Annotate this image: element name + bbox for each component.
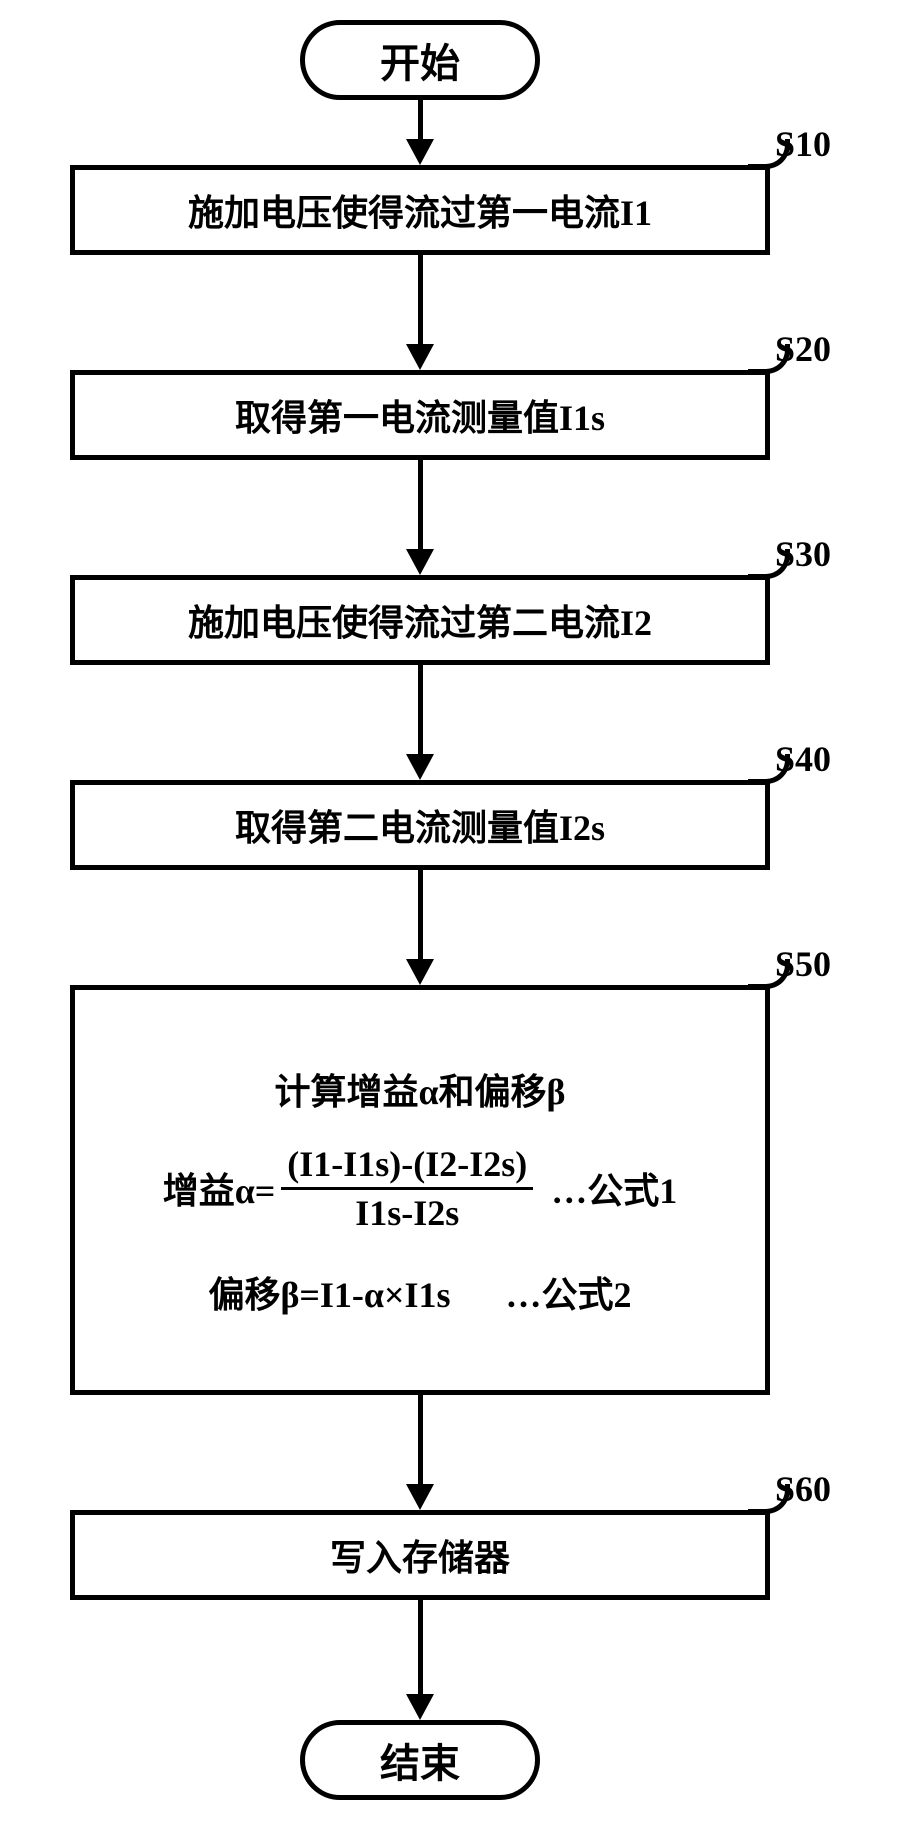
terminal-start: 开始 [300,20,540,100]
process-S40: 取得第二电流测量值I2s [70,780,770,870]
offset-formula: 偏移β=I1-α×I1s …公式2 [83,1266,757,1318]
gain-numerator: (I1-I1s)-(I2-I2s) [281,1143,533,1185]
step-label-S60: S60 [775,1468,831,1510]
arrow-head-icon [406,959,434,985]
step-label-S50: S50 [775,943,831,985]
process-S50: 计算增益α和偏移β 增益α=(I1-I1s)-(I2-I2s) I1s-I2s …公式… [70,985,770,1395]
formula-block: 计算增益α和偏移β 增益α=(I1-I1s)-(I2-I2s) I1s-I2s …公式… [83,1063,757,1318]
step-label-S10: S10 [775,123,831,165]
fraction-line [281,1187,533,1190]
arrow-line [418,1600,423,1696]
arrow-line [418,460,423,551]
arrow-line [418,870,423,961]
process-text-S20: 取得第一电流测量值I1s [235,389,605,441]
step-label-S40: S40 [775,738,831,780]
arrow-head-icon [406,1694,434,1720]
s50-title: 计算增益α和偏移β [274,1063,565,1115]
arrow-line [418,1395,423,1486]
process-text-S10: 施加电压使得流过第一电流I1 [188,184,652,236]
terminal-start-label: 开始 [380,31,460,89]
gain-formula: 增益α=(I1-I1s)-(I2-I2s) I1s-I2s …公式1 [83,1143,757,1234]
arrow-head-icon [406,754,434,780]
step-label-S20: S20 [775,328,831,370]
offset-tail: …公式2 [506,1266,632,1318]
gain-fraction: (I1-I1s)-(I2-I2s) I1s-I2s [281,1143,533,1234]
gain-lhs: 增益α= [163,1162,276,1214]
arrow-head-icon [406,139,434,165]
process-text-S60: 写入存储器 [330,1529,510,1581]
step-label-S30: S30 [775,533,831,575]
process-text-S30: 施加电压使得流过第二电流I2 [188,594,652,646]
arrow-head-icon [406,344,434,370]
process-text-S40: 取得第二电流测量值I2s [235,799,605,851]
arrow-line [418,255,423,346]
arrow-line [418,665,423,756]
process-S20: 取得第一电流测量值I1s [70,370,770,460]
process-S60: 写入存储器 [70,1510,770,1600]
offset-lhs: 偏移β=I1-α×I1s [208,1266,450,1318]
gain-denominator: I1s-I2s [349,1192,465,1234]
process-S30: 施加电压使得流过第二电流I2 [70,575,770,665]
arrow-line [418,100,423,141]
terminal-end: 结束 [300,1720,540,1800]
arrow-head-icon [406,549,434,575]
gain-tail: …公式1 [551,1162,677,1214]
process-S10: 施加电压使得流过第一电流I1 [70,165,770,255]
terminal-end-label: 结束 [380,1731,460,1789]
arrow-head-icon [406,1484,434,1510]
